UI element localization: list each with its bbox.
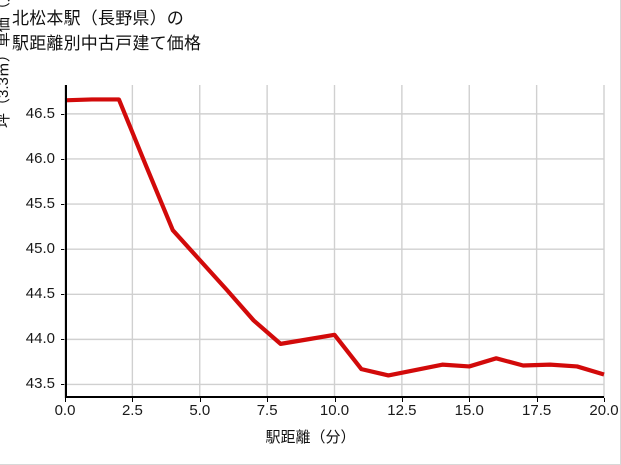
- y-axis-spine: [65, 85, 67, 398]
- x-tick-mark: [334, 398, 336, 402]
- title-line-1: 北松本駅（長野県）の: [12, 9, 184, 28]
- x-tick-label: 5.0: [189, 402, 211, 419]
- x-tick-label: 15.0: [454, 402, 484, 419]
- title-line-2: 駅距離別中古戸建て価格: [12, 34, 202, 53]
- x-tick-label: 10.0: [319, 402, 350, 419]
- x-tick-label: 0.0: [54, 402, 76, 419]
- x-tick-label: 7.5: [256, 402, 278, 419]
- x-tick-mark: [469, 398, 471, 402]
- grid-lines: [64, 85, 605, 398]
- y-axis-title: 坪（3.3㎡）単価（万円）: [0, 0, 12, 128]
- x-tick-mark: [267, 398, 269, 402]
- y-tick-label: 46.0: [25, 149, 55, 167]
- x-tick-mark: [65, 398, 66, 402]
- y-tick-label: 45.5: [25, 195, 55, 213]
- y-tick-label: 43.5: [25, 375, 55, 393]
- x-tick-mark: [604, 398, 605, 402]
- y-tick-label: 45.0: [25, 240, 55, 258]
- x-tick-label: 12.5: [387, 402, 417, 419]
- x-tick-label: 2.5: [121, 402, 143, 419]
- x-tick-mark: [536, 398, 538, 402]
- x-axis-spine: [65, 396, 604, 398]
- x-tick-mark: [132, 398, 134, 402]
- x-axis-title: 駅距離（分）: [265, 429, 356, 446]
- x-tick-mark: [401, 398, 403, 402]
- x-tick-label: 17.5: [522, 402, 552, 419]
- plot-area: [64, 85, 605, 398]
- y-tick-label: 44.5: [25, 285, 55, 303]
- page-title: 北松本駅（長野県）の 駅距離別中古戸建て価格: [12, 6, 201, 56]
- x-tick-mark: [199, 398, 201, 402]
- data-line-series: [64, 97, 605, 378]
- y-tick-label: 44.0: [25, 330, 55, 348]
- x-tick-label: 20.0: [589, 402, 619, 419]
